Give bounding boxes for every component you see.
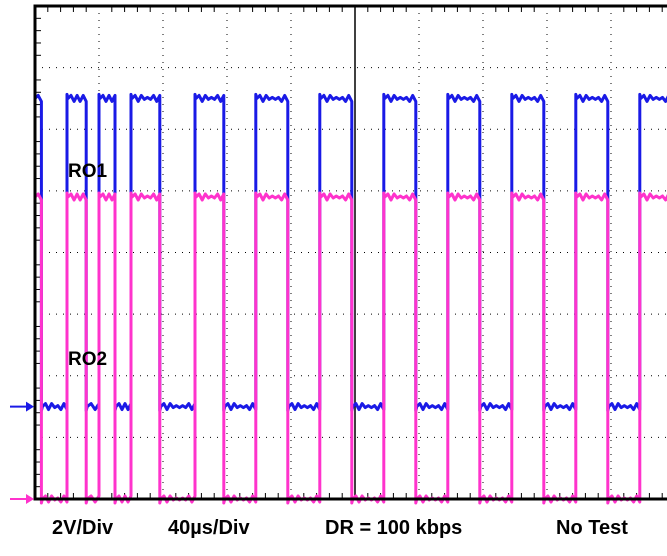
test-status-label: No Test bbox=[556, 517, 628, 539]
ro2-ground-marker bbox=[10, 494, 34, 504]
volts-per-div-label: 2V/Div bbox=[52, 517, 114, 539]
plot-frame bbox=[33, 4, 667, 501]
ro1-ground-marker bbox=[10, 401, 34, 412]
data-rate-label: DR = 100 kbps bbox=[325, 517, 463, 539]
ro2-label: RO2 bbox=[68, 349, 107, 370]
trace-ro2 bbox=[33, 191, 667, 505]
time-per-div-label: 40µs/Div bbox=[168, 517, 250, 539]
ro1-label: RO1 bbox=[68, 161, 108, 182]
waveform-traces bbox=[33, 92, 667, 505]
